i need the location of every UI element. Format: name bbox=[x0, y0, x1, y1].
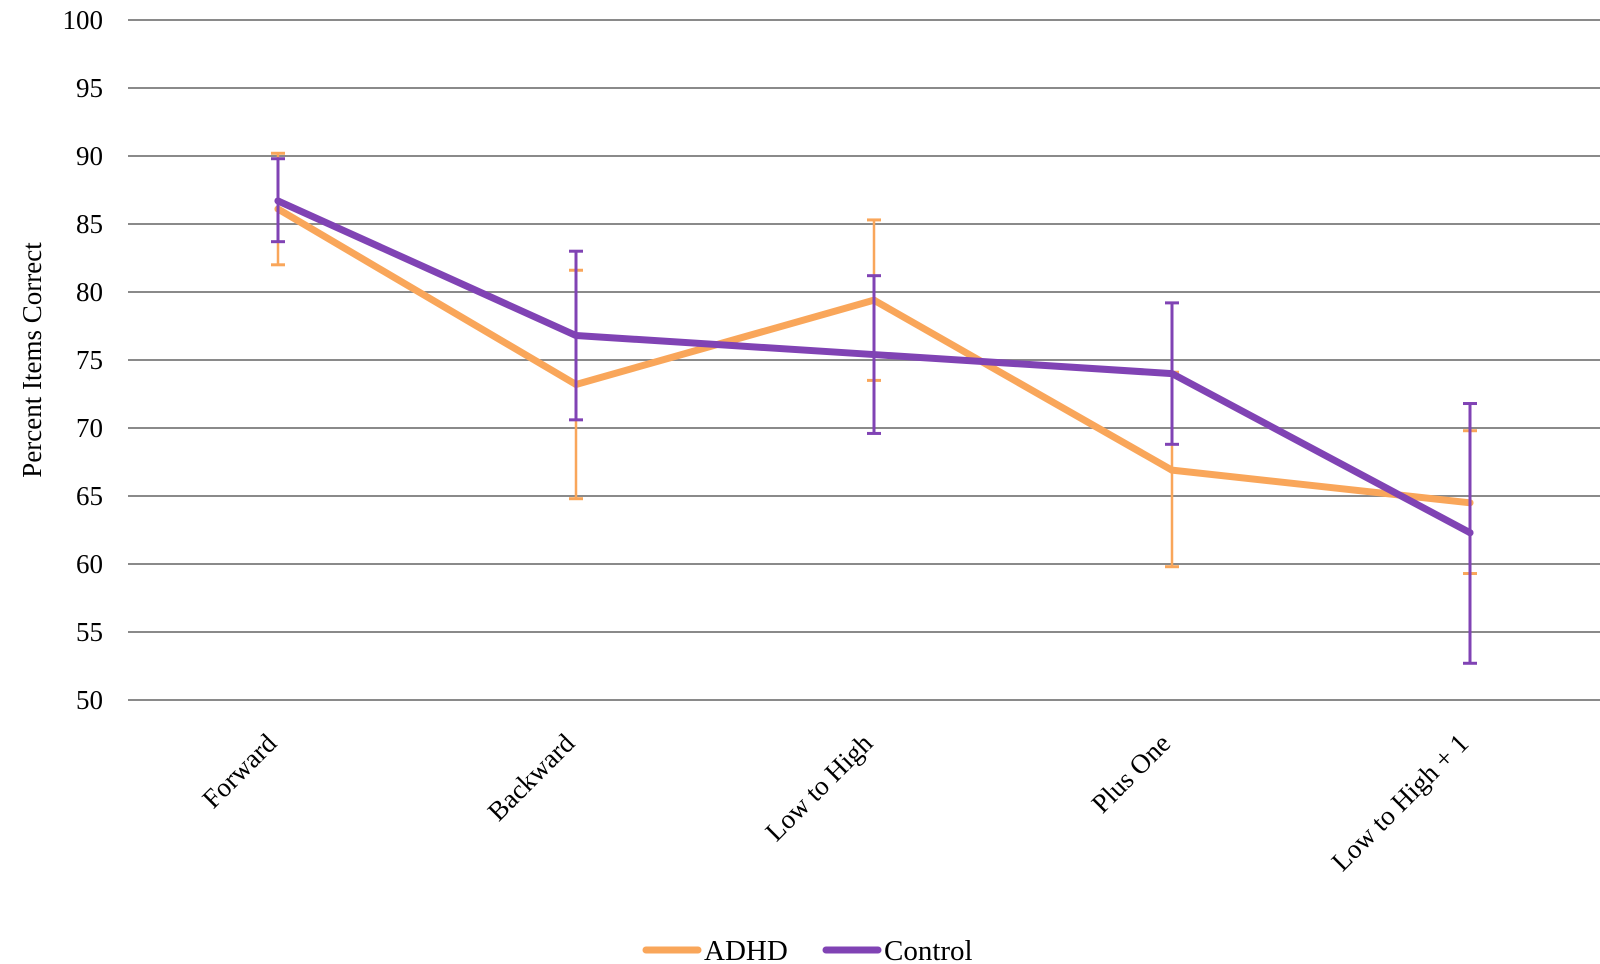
x-tick-label: Plus One bbox=[1086, 728, 1177, 819]
data-point bbox=[1168, 466, 1176, 474]
y-axis-title: Percent Items Correct bbox=[17, 242, 47, 478]
y-tick-label: 95 bbox=[76, 73, 103, 103]
y-tick-label: 65 bbox=[76, 481, 103, 511]
y-tick-label: 75 bbox=[76, 345, 103, 375]
x-tick-label: Forward bbox=[196, 728, 282, 814]
legend-label: Control bbox=[884, 935, 973, 964]
y-tick-label: 60 bbox=[76, 549, 103, 579]
data-point bbox=[572, 332, 580, 340]
y-tick-label: 100 bbox=[63, 5, 104, 35]
x-tick-label: Low to High bbox=[759, 728, 878, 847]
y-tick-label: 80 bbox=[76, 277, 103, 307]
y-tick-label: 85 bbox=[76, 209, 103, 239]
y-tick-label: 70 bbox=[76, 413, 103, 443]
legend-label: ADHD bbox=[704, 935, 788, 964]
data-point bbox=[870, 351, 878, 359]
data-point bbox=[1466, 529, 1474, 537]
data-point bbox=[1168, 370, 1176, 378]
x-tick-label: Backward bbox=[482, 728, 581, 827]
y-tick-label: 90 bbox=[76, 141, 103, 171]
y-tick-label: 55 bbox=[76, 617, 103, 647]
series-layer bbox=[271, 151, 1477, 665]
x-axis-ticks: Forward Backward Low to High Plus One Low to… bbox=[196, 728, 1474, 877]
data-point bbox=[274, 197, 282, 205]
y-tick-label: 50 bbox=[76, 685, 103, 715]
legend: ADHD Control bbox=[642, 935, 973, 964]
x-tick-label: Low to High + 1 bbox=[1326, 728, 1475, 877]
gridlines bbox=[128, 19, 1600, 701]
y-axis-ticks: 50 55 60 65 70 75 80 85 90 95 100 bbox=[63, 5, 104, 715]
series-control bbox=[271, 157, 1477, 665]
